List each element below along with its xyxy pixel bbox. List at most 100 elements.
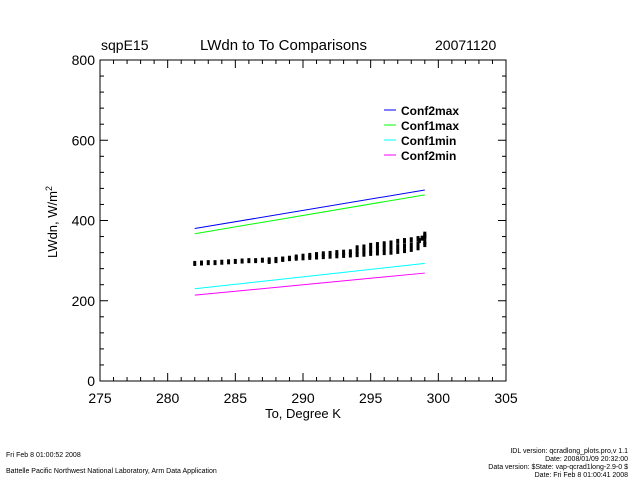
y-tick-label: 800 [72,52,96,68]
chart-date: 20071120 [435,37,497,53]
footer-data-version: Data version: $State: vap-qcrad1long-2.9… [488,464,628,471]
observed-point [369,247,373,253]
series-line-conf1max [194,194,425,235]
observed-point [348,249,352,255]
observed-point [213,260,217,266]
observed-point [335,253,339,259]
series-line-conf2max [194,189,425,230]
observed-point [200,260,203,266]
observed-point [423,239,427,245]
observed-point [362,251,366,257]
y-axis-label: LWdn, W/m2 [44,186,60,258]
observed-point [321,251,325,257]
observed-point [416,245,420,251]
observed-point [362,244,366,250]
series-line-conf2min [194,272,425,296]
observed-point [274,258,278,264]
observed-point [247,258,251,264]
x-tick-label: 305 [494,390,518,406]
observed-point [409,242,413,248]
observed-point [382,241,386,247]
observed-point [423,231,427,237]
chart-title: LWdn to To Comparisons [200,37,368,54]
observed-point [233,258,237,264]
y-tick-label: 600 [72,132,96,148]
observed-point [281,256,285,262]
x-tick-label: 285 [224,390,248,406]
legend-label-conf1min: Conf1min [401,134,456,148]
observed-point [355,245,359,251]
x-tick-label: 280 [156,390,180,406]
observed-point [369,242,373,248]
observed-point [375,242,379,248]
observed-point [389,244,393,250]
legend-label-conf2max: Conf2max [401,104,459,118]
observed-point [287,255,291,261]
confidence-lines [194,189,425,296]
legend-label-conf2min: Conf2min [401,149,456,163]
observed-point [315,252,319,258]
observed-point [417,238,421,244]
tick-labels: 275 280 285 290 295 300 305 0 200 400 600 800 [72,52,518,406]
observed-point [389,240,393,246]
observed-point [362,248,366,254]
observed-point [260,257,264,263]
observed-point [375,250,379,256]
x-tick-label: 290 [291,390,315,406]
observed-point [355,248,359,254]
observed-point [348,252,352,258]
y-tick-label: 200 [72,293,96,309]
observed-point [403,243,406,249]
observed-point [301,253,305,259]
observed-point [369,250,373,256]
observed-point [227,259,231,265]
observed-point [342,252,346,258]
footer-data-date: Date: Fri Feb 8 01:00:41 2008 [534,472,628,479]
y-tick-label: 400 [72,213,96,229]
footer-timestamp: Fri Feb 8 01:00:52 2008 [6,452,81,459]
observed-point [416,241,420,247]
footer-idl-date: Date: 2008/01/09 20:32:00 [545,456,628,463]
series-line-conf1min [194,262,425,290]
observed-point [382,250,386,256]
observed-point [206,260,210,266]
observed-point [220,259,224,265]
observed-point [396,238,400,244]
x-tick-label: 300 [427,390,451,406]
observed-point [389,249,393,255]
tick-marks [99,59,507,382]
observed-point [328,250,332,256]
observed-point [420,235,424,241]
legend-label-conf1max: Conf1max [401,119,459,133]
observed-point [294,254,298,260]
observed-point [193,260,197,266]
x-tick-label: 295 [359,390,383,406]
observed-point [382,245,386,251]
observed-point [375,246,379,252]
observed-point [396,244,400,250]
observed-point [409,246,413,252]
site-label: sqpE15 [101,37,149,53]
observed-point [267,258,271,264]
observed-point [335,250,339,256]
x-tick-label: 275 [88,390,112,406]
observed-point [396,248,400,254]
observed-point [403,248,406,254]
observed-point [254,258,258,264]
y-axis-label-superscript: 2 [44,186,54,191]
observed-point [342,249,346,255]
footer-idl-version: IDL version: qcradlong_plots.pro,v 1.1 [510,448,628,455]
observed-point [240,258,244,264]
observed-point [328,253,332,259]
observed-point [321,254,325,260]
svg-text:LWdn, W/m2: LWdn, W/m2 [44,186,60,258]
observed-points [193,231,427,266]
y-tick-label: 0 [87,373,95,389]
observed-point [355,252,359,258]
footer-institution: Battelle Pacific Northwest National Labo… [6,468,217,475]
observed-point [403,238,406,244]
observed-point [308,252,312,258]
y-axis-label-text: LWdn, W/m [45,191,60,258]
